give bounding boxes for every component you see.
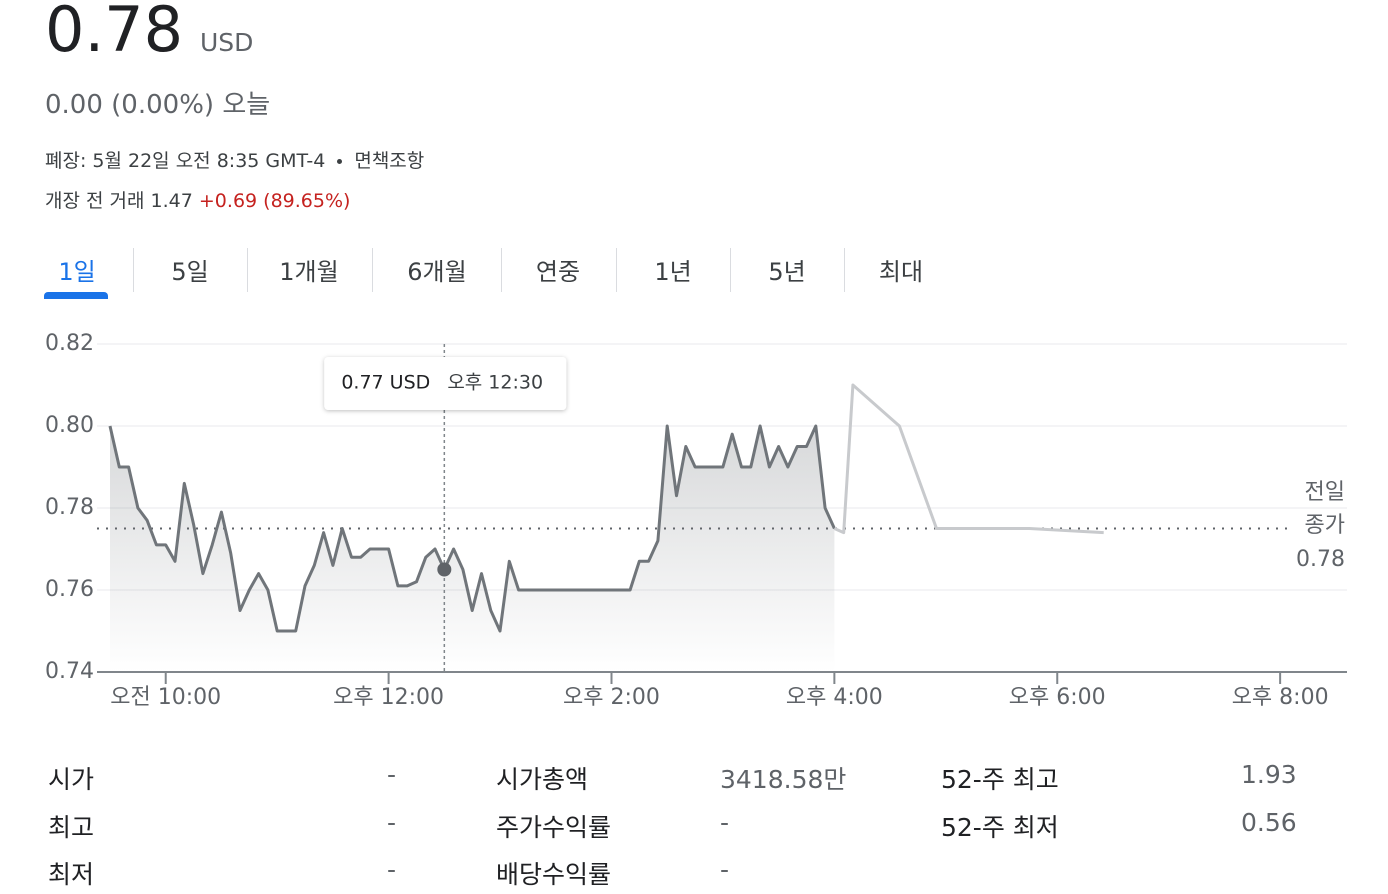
disclaimer-link[interactable]: 면책조항 <box>354 150 425 172</box>
stat-label: 배당수익률 <box>496 860 612 889</box>
x-tick-label: 오후 12:00 <box>333 685 444 710</box>
status: 폐장: 5월 22일 오전 8:35 GMT-4 <box>45 150 326 172</box>
change: 0.00 (0.00%) 오늘 <box>45 84 270 121</box>
stat-value: - <box>387 855 397 884</box>
tab-separator <box>844 248 845 292</box>
x-tick-label: 오후 6:00 <box>1009 685 1106 710</box>
change-value: 0.00 (0.00%) <box>45 90 215 120</box>
y-tick-label: 0.80 <box>45 413 94 438</box>
tooltip-box <box>324 357 567 410</box>
stat-value: 0.56 <box>1241 808 1297 837</box>
y-tick-label: 0.74 <box>45 659 94 684</box>
tooltip-value: 0.77 USD <box>341 372 430 394</box>
market-status: 폐장: 5월 22일 오전 8:35 GMT-4 면책조항 <box>45 146 424 173</box>
x-tick-label: 오전 10:00 <box>110 685 221 710</box>
range-tab[interactable]: 1개월 <box>279 258 339 286</box>
premarket: 개장 전 거래 1.47 +0.69 (89.65%) <box>45 186 350 213</box>
y-tick-label: 0.78 <box>45 495 94 520</box>
tab-separator <box>501 248 502 292</box>
price-line <box>108 424 836 633</box>
price-line <box>833 383 1104 535</box>
range-tab[interactable]: 1일 <box>58 258 96 286</box>
chart: 0.74 0.76 0.78 0.80 0.82 오전 10:00 오후 12:00 오후 2… <box>45 331 1347 710</box>
tab-separator <box>616 248 617 292</box>
range-tab[interactable]: 6개월 <box>407 258 467 286</box>
range-tab[interactable]: 5일 <box>171 258 209 286</box>
premarket-change: +0.69 (89.65%) <box>198 190 351 212</box>
tooltip-time: 오후 12:30 <box>447 372 543 394</box>
tab-separator <box>730 248 731 292</box>
previous-close-value: 0.78 <box>1296 547 1345 572</box>
price: 0.78 <box>45 0 184 66</box>
stat-value: - <box>720 808 730 837</box>
stat-value: - <box>720 855 730 884</box>
stat-label: 시가 <box>48 765 95 794</box>
stat-value: - <box>387 760 397 789</box>
range-tab[interactable]: 1년 <box>654 258 692 286</box>
stat-label: 시가총액 <box>496 765 589 794</box>
stat-label: 최저 <box>48 860 95 889</box>
area <box>110 426 835 672</box>
stat-value: 1.93 <box>1241 760 1297 789</box>
range-tab[interactable]: 최대 <box>878 258 924 286</box>
tab-separator <box>372 248 373 292</box>
currency: USD <box>200 28 254 57</box>
stat-label: 주가수익률 <box>496 813 612 842</box>
change-period: 오늘 <box>222 90 271 120</box>
active-tab-indicator <box>44 292 108 299</box>
stat-value: 3418.58만 <box>720 765 847 794</box>
previous-close-title: 종가 <box>1305 513 1345 538</box>
tab-separator <box>133 248 134 292</box>
previous-close-title: 전일 <box>1305 480 1345 505</box>
stat-label: 52-주 최고 <box>941 765 1059 794</box>
x-tick-label: 오후 8:00 <box>1232 685 1329 710</box>
separator-dot <box>337 159 343 164</box>
x-tick-label: 오후 2:00 <box>563 685 660 710</box>
premarket-price: 1.47 <box>150 190 193 212</box>
stat-label: 52-주 최저 <box>941 813 1059 842</box>
y-tick-label: 0.76 <box>45 577 94 602</box>
y-tick-label: 0.82 <box>45 331 94 356</box>
range-tab[interactable]: 연중 <box>535 258 581 286</box>
tab-separator <box>247 248 248 292</box>
range-tab[interactable]: 5년 <box>768 258 806 286</box>
stat-label: 최고 <box>48 813 95 842</box>
hover-point <box>437 562 452 577</box>
premarket-label: 개장 전 거래 <box>45 190 145 212</box>
stat-value: - <box>387 808 397 837</box>
x-tick-label: 오후 4:00 <box>786 685 883 710</box>
